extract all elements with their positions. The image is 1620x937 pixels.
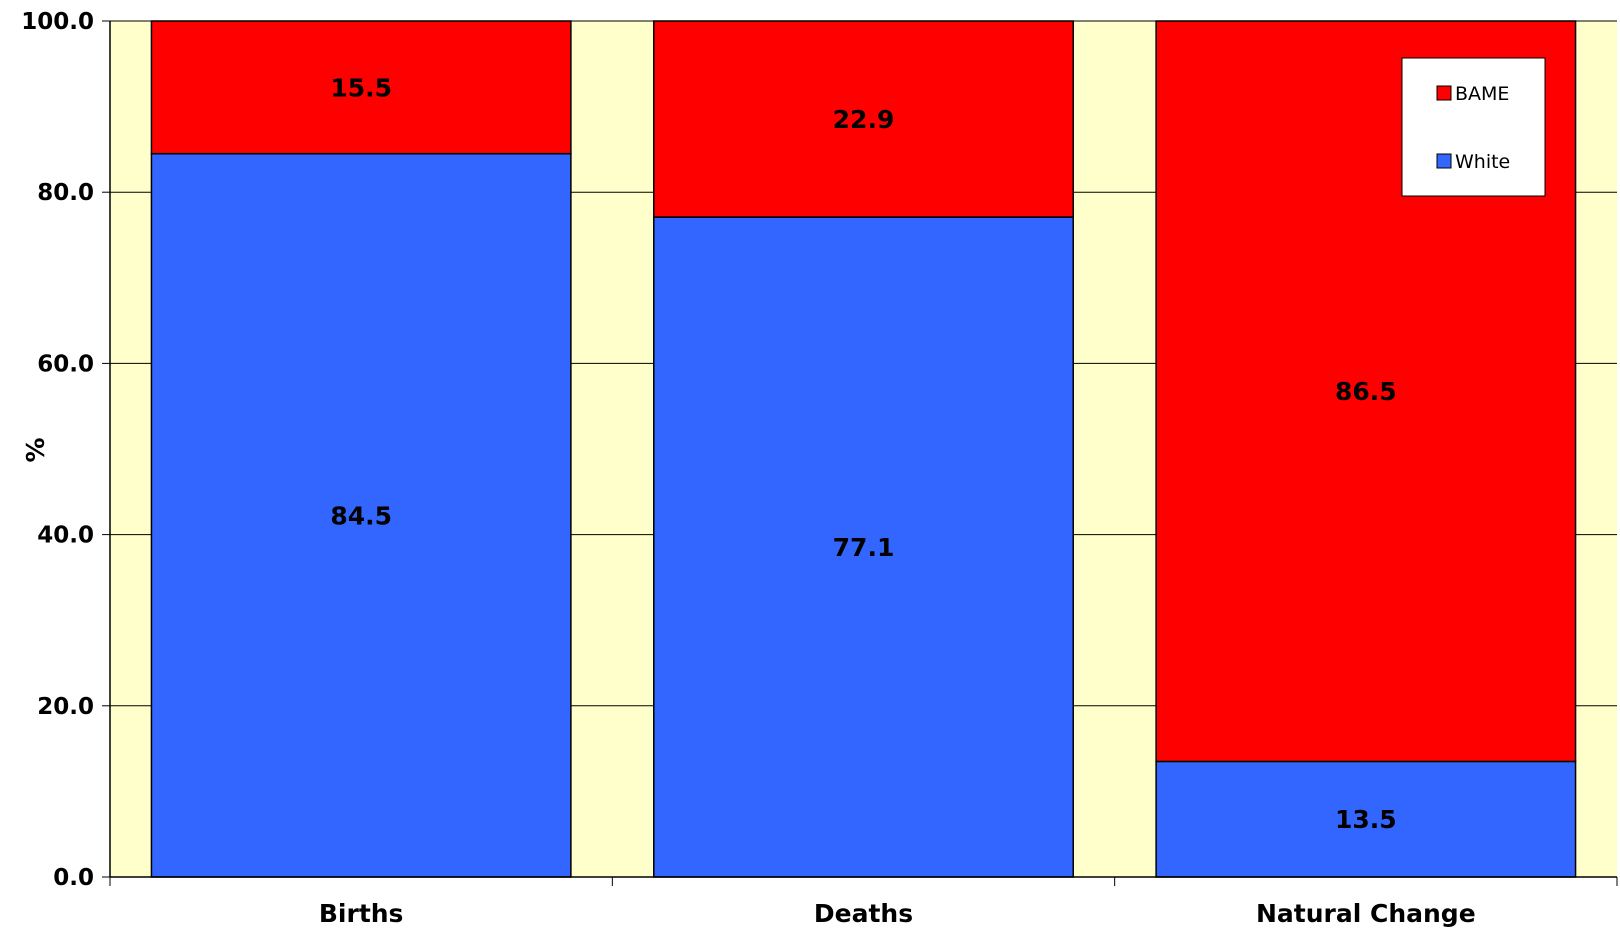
x-category-label: Natural Change	[1256, 899, 1476, 928]
legend-swatch	[1436, 153, 1452, 169]
bar-bame-deaths	[653, 20, 1074, 218]
data-label-bame: 22.9	[833, 105, 895, 134]
x-category-label: Deaths	[814, 899, 913, 928]
legend-box	[1401, 57, 1546, 197]
legend: BAME White	[1401, 57, 1546, 197]
bar-bame-births	[150, 20, 572, 155]
bar-white-deaths	[653, 216, 1074, 878]
y-tick-label: 0.0	[53, 865, 94, 891]
x-category-label: Births	[319, 899, 404, 928]
data-label-white: 13.5	[1335, 805, 1397, 834]
y-tick-label: 100.0	[21, 9, 94, 35]
y-tick-label: 20.0	[37, 694, 94, 720]
y-axis-label: %	[21, 437, 50, 462]
legend-label: White	[1455, 151, 1510, 173]
data-label-white: 77.1	[833, 533, 895, 562]
bar-white-births	[150, 152, 572, 878]
data-label-bame: 15.5	[330, 73, 392, 102]
data-labels: 84.5 15.5 77.1 22.9 13.5 86.5	[330, 73, 1396, 834]
y-tick-label: 80.0	[37, 180, 94, 206]
data-label-white: 84.5	[330, 501, 392, 530]
data-label-bame: 86.5	[1335, 377, 1397, 406]
y-tick-label: 60.0	[37, 351, 94, 377]
legend-swatch	[1436, 85, 1452, 101]
y-tick-label: 40.0	[37, 523, 94, 549]
bars	[150, 20, 1577, 878]
axes: 0.0 20.0 40.0 60.0 80.0 100.0 Births Deaths Natu…	[21, 9, 1618, 928]
legend-label: BAME	[1455, 83, 1509, 105]
